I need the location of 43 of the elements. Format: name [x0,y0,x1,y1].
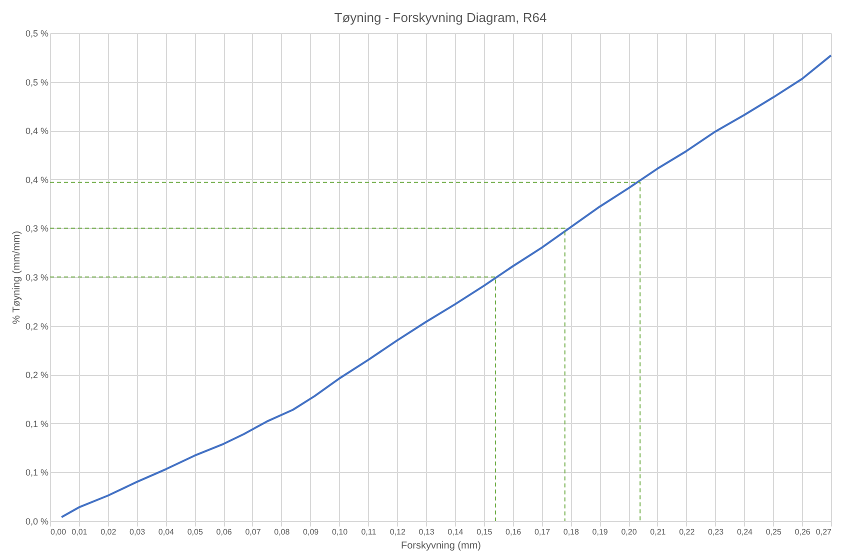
y-tick-label: 0,5 % [25,28,48,38]
x-tick-label: 0,26 [794,528,811,536]
line-series [60,54,832,518]
x-tick-label: 0,01 [72,528,88,536]
y-tick-label: 0,3 % [25,272,48,282]
x-tick-label: 0,24 [736,528,754,536]
x-tick-label: 0,04 [158,528,175,536]
x-tick-label: 0,06 [216,528,232,536]
y-tick-label: 0,1 % [25,468,48,478]
x-tick-label: 0,15 [476,528,493,536]
x-tick-label: 0,27 [816,528,832,536]
x-tick-label: 0,21 [650,528,666,536]
x-tick-label: 0,25 [766,528,782,536]
x-tick-label: 0,17 [534,528,551,536]
x-tick-label: 0,23 [708,528,724,536]
x-tick-label: 0,18 [563,528,580,536]
x-tick-label: 0,16 [506,528,522,536]
y-tick-label: 0,2 % [25,321,48,332]
y-tick-label: 0,2 % [25,370,48,380]
x-tick-label: 0,07 [245,528,262,536]
x-tick-label: 0,13 [418,528,435,536]
y-tick-label: 0,4 % [25,174,48,185]
y-tick-label: 0,1 % [25,418,48,429]
x-tick-label: 0,00 [50,528,67,536]
x-tick-label: 0,09 [303,528,320,536]
x-tick-label: 0,12 [390,528,406,536]
x-tick-label: 0,08 [274,528,290,536]
x-tick-label: 0,22 [679,528,696,536]
x-tick-label: 0,03 [129,528,146,536]
x-axis-title: Forskyvning (mm) [400,540,482,552]
y-tick-label: 0,3 % [25,224,48,234]
y-tick-label: 0,5 % [25,77,48,88]
y-tick-label: 0,0 % [25,516,48,526]
y-tick-label: 0,4 % [25,126,48,136]
x-tick-label: 0,02 [100,528,117,536]
x-tick-label: 0,20 [621,528,638,536]
x-tick-label: 0,11 [361,528,377,536]
x-tick-label: 0,05 [187,528,204,536]
x-tick-label: 0,14 [448,528,464,536]
y-axis-title: % Tøyning (mm/mm) [11,230,22,324]
chart-title: Tøyning - Forskyvning Diagram, R64 [334,10,547,25]
x-tick-label: 0,19 [592,528,608,536]
x-tick-label: 0,10 [332,528,348,536]
